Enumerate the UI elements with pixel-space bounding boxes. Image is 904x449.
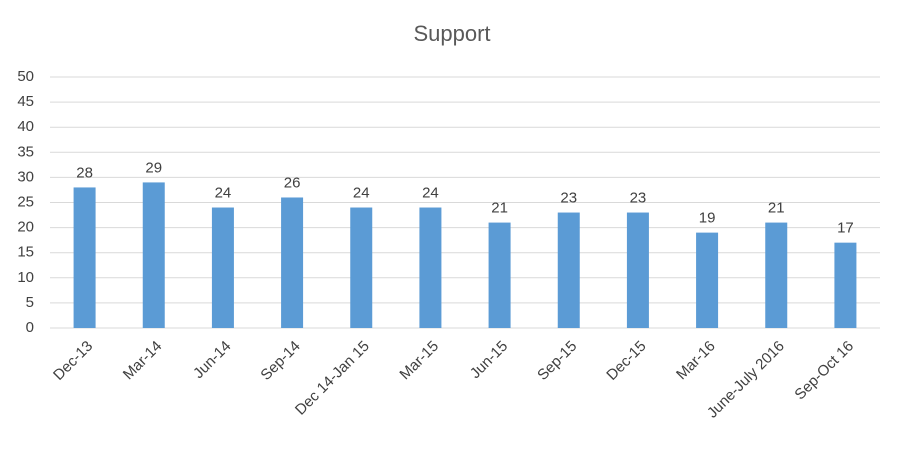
data-label: 23: [630, 190, 647, 207]
bar: [557, 212, 580, 328]
y-tick-label: 30: [17, 168, 34, 185]
y-tick-label: 15: [17, 244, 34, 261]
bar: [350, 207, 373, 328]
data-label: 29: [145, 159, 162, 176]
data-label: 17: [837, 220, 854, 237]
y-tick-label: 35: [17, 143, 34, 160]
y-tick-label: 45: [17, 93, 34, 110]
bar: [834, 242, 857, 328]
y-tick-label: 40: [17, 118, 34, 135]
data-label: 19: [699, 210, 716, 227]
y-tick-label: 25: [17, 193, 34, 210]
data-label: 21: [768, 200, 785, 217]
data-label: 21: [491, 200, 508, 217]
bar: [696, 232, 719, 328]
data-label: 23: [560, 190, 577, 207]
y-tick-label: 50: [17, 68, 34, 85]
chart-title: Support: [413, 21, 490, 46]
data-label: 24: [353, 184, 370, 201]
data-label: 26: [284, 174, 301, 191]
bar: [626, 212, 649, 328]
data-label: 24: [215, 184, 232, 201]
data-label: 28: [76, 164, 93, 181]
bar: [419, 207, 442, 328]
bar: [488, 222, 511, 328]
y-tick-label: 20: [17, 219, 34, 236]
data-label: 24: [422, 184, 439, 201]
bar: [765, 222, 788, 328]
bar: [211, 207, 234, 328]
y-tick-label: 10: [17, 269, 34, 286]
bar: [142, 182, 165, 328]
bar: [281, 197, 304, 328]
y-tick-label: 5: [26, 294, 34, 311]
y-tick-label: 0: [26, 319, 34, 336]
bar: [73, 187, 96, 328]
